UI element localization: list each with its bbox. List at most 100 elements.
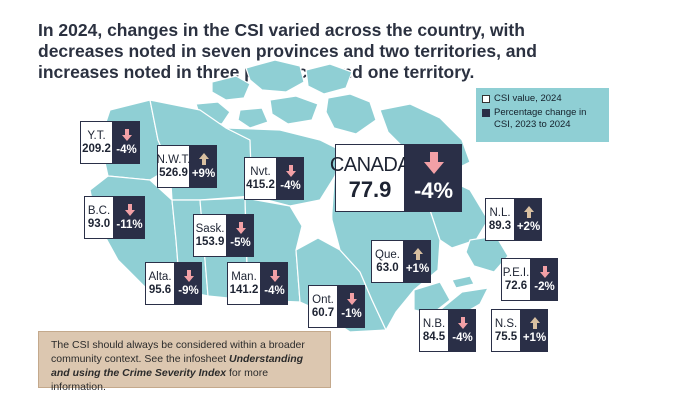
arctic-island: [245, 59, 305, 93]
badge-nb: N.B. 84.5 -4%: [419, 309, 476, 352]
region-change: -4%: [264, 284, 285, 297]
canada-value-box: CANADA 77.9: [330, 144, 411, 212]
arctic-island: [211, 75, 251, 101]
region-value: 72.6: [504, 279, 528, 292]
legend-swatch-dark: [482, 109, 490, 117]
region-new-brunswick: [413, 281, 451, 315]
badge-change-box: +9%: [190, 145, 217, 188]
note-text-before: The CSI should always be considered with…: [51, 339, 305, 365]
region-value: 60.7: [311, 306, 335, 319]
region-change: -4%: [116, 143, 137, 156]
region-value: 415.2: [246, 178, 275, 191]
arctic-island: [325, 93, 377, 135]
arrow-up-icon: [412, 247, 423, 260]
region-name: B.C.: [87, 204, 111, 217]
badge-change-box: -4%: [113, 121, 140, 164]
legend-item-change: Percentage change in CSI, 2023 to 2024: [482, 107, 603, 131]
badge-value-box: Que. 63.0: [371, 240, 404, 283]
badge-value-box: N.L. 89.3: [485, 198, 515, 241]
badge-value-box: Y.T. 209.2: [80, 121, 113, 164]
arrow-down-icon: [269, 269, 280, 282]
canada-name: CANADA: [329, 154, 411, 176]
region-name: Nvt.: [250, 165, 271, 178]
badge-value-box: P.E.I. 72.6: [501, 258, 531, 301]
badge-pei: P.E.I. 72.6 -2%: [501, 258, 558, 301]
region-change: -2%: [534, 280, 555, 293]
badge-sask: Sask. 153.9 -5%: [193, 214, 254, 257]
region-value: 141.2: [229, 283, 259, 296]
region-name: P.E.I.: [502, 266, 530, 279]
info-note: The CSI should always be considered with…: [38, 331, 331, 393]
note-text-after: for more information.: [51, 367, 269, 393]
arrow-up-icon: [198, 152, 209, 165]
legend-change-label: Percentage change in CSI, 2023 to 2024: [494, 107, 587, 130]
region-value: 84.5: [422, 330, 446, 343]
hudson-bay: [290, 176, 340, 250]
arrow-down-icon: [539, 265, 550, 278]
region-change: -4%: [452, 331, 473, 344]
region-name: Alta.: [148, 270, 172, 283]
arrow-up-icon: [523, 205, 534, 218]
region-name: N.W.T.: [156, 153, 191, 166]
arrow-down-icon: [235, 221, 246, 234]
region-name: N.S.: [494, 317, 518, 330]
badge-value-box: Ont. 60.7: [308, 285, 338, 328]
badge-change-box: -4%: [277, 157, 304, 200]
arrow-down-icon: [285, 164, 296, 177]
region-name: Que.: [375, 248, 400, 261]
badge-change-box: +2%: [515, 198, 542, 241]
region-value: 75.5: [494, 330, 518, 343]
region-change: +1%: [522, 331, 547, 344]
arctic-island: [305, 63, 353, 95]
region-change: -4%: [280, 179, 301, 192]
badge-change-box: -5%: [227, 214, 254, 257]
badge-value-box: N.B. 84.5: [419, 309, 449, 352]
badge-value-box: Nvt. 415.2: [244, 157, 277, 200]
arctic-island: [269, 95, 319, 125]
legend-item-value: CSI value, 2024: [482, 93, 603, 105]
badge-ont: Ont. 60.7 -1%: [308, 285, 365, 328]
region-value: 63.0: [376, 261, 399, 274]
arrow-down-icon: [423, 152, 444, 174]
arrow-down-icon: [457, 316, 468, 329]
badge-change-box: -11%: [114, 196, 145, 239]
region-name: N.L.: [489, 206, 511, 219]
region-name: Man.: [231, 270, 257, 283]
badge-nwt: N.W.T. 526.9 +9%: [157, 145, 217, 188]
arrow-down-icon: [183, 269, 194, 282]
region-change: +9%: [191, 167, 216, 180]
canada-change-box: -4%: [405, 144, 462, 212]
region-value: 89.3: [488, 219, 512, 232]
region-name: N.B.: [422, 317, 446, 330]
badge-change-box: -9%: [175, 262, 202, 305]
note-emphasis: Understanding and using the Crime Severi…: [51, 353, 304, 379]
badge-value-box: B.C. 93.0: [84, 196, 114, 239]
badge-value-box: Alta. 95.6: [145, 262, 175, 305]
badge-value-box: Man. 141.2: [227, 262, 261, 305]
badge-ns: N.S. 75.5 +1%: [491, 309, 548, 352]
region-value: 95.6: [148, 283, 172, 296]
arrow-down-icon: [346, 292, 357, 305]
arctic-island: [237, 107, 269, 129]
badge-change-box: -4%: [261, 262, 288, 305]
region-value: 153.9: [195, 235, 225, 248]
badge-bc: B.C. 93.0 -11%: [84, 196, 145, 239]
badge-value-box: N.S. 75.5: [491, 309, 521, 352]
canada-value: 77.9: [348, 177, 392, 202]
region-name: Y.T.: [87, 129, 106, 142]
arrow-up-icon: [529, 316, 540, 329]
badge-change-box: -4%: [449, 309, 476, 352]
arrow-down-icon: [124, 203, 135, 216]
badge-value-box: Sask. 153.9: [193, 214, 227, 257]
headline: In 2024, changes in the CSI varied acros…: [38, 20, 537, 82]
badge-change-box: +1%: [521, 309, 548, 352]
badge-que: Que. 63.0 +1%: [371, 240, 431, 283]
badge-change-box: -1%: [338, 285, 365, 328]
badge-change-box: +1%: [404, 240, 431, 283]
legend: CSI value, 2024 Percentage change in CSI…: [476, 88, 609, 142]
badge-man: Man. 141.2 -4%: [227, 262, 288, 305]
badge-alta: Alta. 95.6 -9%: [145, 262, 202, 305]
badge-value-box: N.W.T. 526.9: [157, 145, 190, 188]
region-pei: [451, 275, 475, 289]
badge-nvt: Nvt. 415.2 -4%: [244, 157, 304, 200]
